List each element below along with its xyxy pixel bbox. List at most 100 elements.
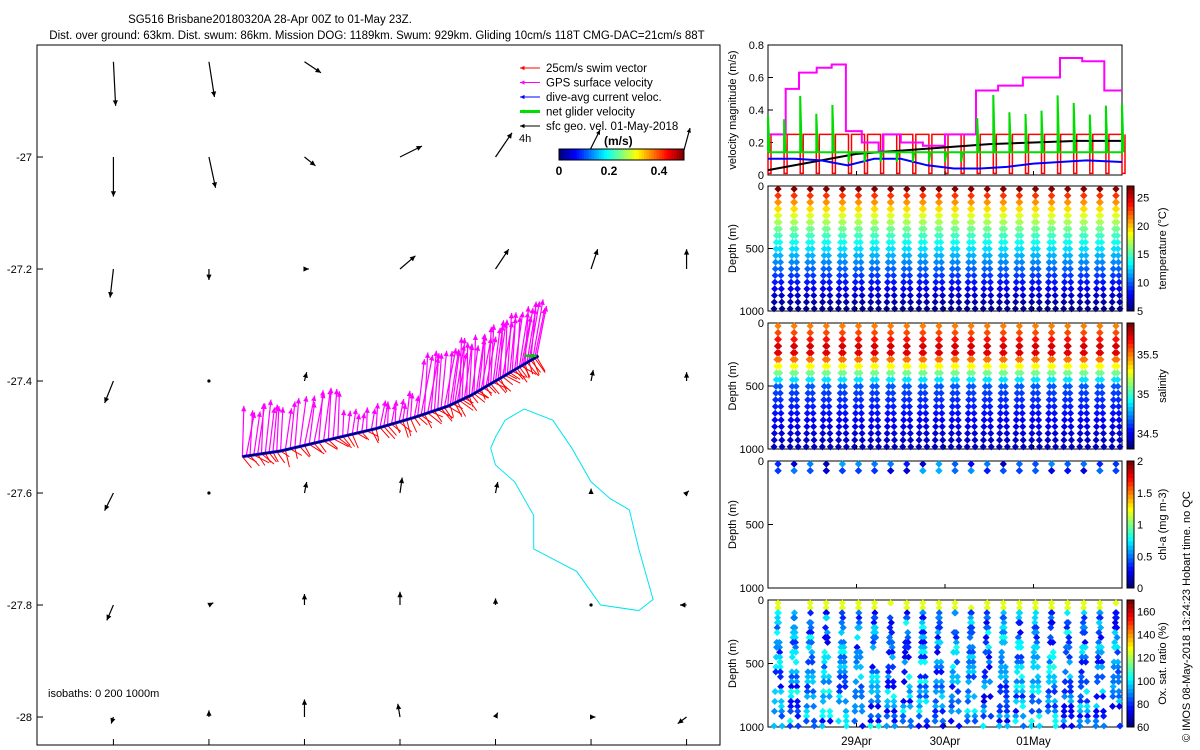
geo-vector-head (409, 255, 416, 262)
profile-point (1013, 389, 1021, 397)
swim-vector (370, 429, 379, 444)
profile-point (787, 688, 795, 696)
profile-point (836, 389, 844, 397)
profile-point (1035, 697, 1043, 705)
profile-point (1112, 322, 1120, 330)
profile-point (887, 205, 895, 213)
profile-point (1035, 291, 1043, 300)
panel-colorbar-swatch (1127, 566, 1134, 572)
profile-point (840, 369, 848, 377)
profile-point (841, 668, 849, 676)
panel-colorbar-swatch (1127, 240, 1134, 245)
profile-point (819, 707, 827, 715)
profile-point (1048, 205, 1056, 213)
profile-point (997, 245, 1005, 253)
profile-point (966, 633, 974, 641)
profile-point (1082, 389, 1090, 397)
profile-point (776, 252, 784, 260)
profile-point (822, 185, 830, 193)
legend-arrow-head (520, 65, 525, 71)
profile-point (808, 658, 816, 666)
profile-point (825, 389, 833, 397)
profile-point (900, 258, 908, 266)
profile-point (965, 396, 973, 404)
profile-point (885, 238, 893, 246)
profile-point (839, 356, 848, 364)
gps-surface-velocity-head (443, 350, 449, 357)
profile-point (964, 423, 972, 431)
profile-point (858, 305, 867, 313)
panel-colorbar-swatch (1127, 516, 1134, 521)
gps-surface-velocity-head (519, 311, 525, 318)
profile-point (1013, 258, 1021, 266)
profile-point (1114, 396, 1122, 404)
gps-surface-velocity (423, 352, 429, 415)
profile-point (1100, 298, 1108, 306)
profile-point (793, 697, 801, 705)
geo-vector-head (396, 703, 402, 710)
profile-point (1050, 396, 1058, 404)
gps-surface-velocity (534, 307, 546, 359)
profile-point (1077, 683, 1085, 691)
profile-point (905, 653, 913, 661)
profile-point (1067, 291, 1075, 300)
profile-point (922, 688, 930, 696)
profile-point (792, 643, 800, 651)
profile-point (771, 265, 779, 273)
swim-vector (473, 393, 486, 403)
profile-point (954, 697, 962, 705)
panel-y-tick-label: 0.4 (749, 105, 764, 117)
profile-point (791, 218, 799, 226)
panel-colorbar-tick: 35 (1137, 389, 1149, 401)
profile-point (839, 218, 848, 226)
panel-colorbar-swatch (1127, 490, 1134, 496)
profile-point (852, 396, 860, 404)
profile-point (851, 429, 859, 437)
profile-point (970, 416, 978, 424)
panel-colorbar-swatch (1127, 714, 1134, 719)
profile-point (1000, 329, 1008, 337)
legend-label: 25cm/s swim vector (546, 63, 647, 75)
profile-point (1060, 429, 1068, 437)
gps-surface-velocity-head (512, 312, 519, 319)
profile-point (855, 205, 863, 213)
geo-vector-head (112, 100, 118, 106)
profile-point (788, 396, 796, 404)
profile-point (1048, 329, 1056, 337)
profile-point (935, 609, 943, 617)
profile-point (777, 409, 785, 417)
profile-point (808, 238, 816, 246)
profile-point (933, 245, 941, 253)
swim-vector (456, 401, 467, 417)
profile-point (1077, 278, 1085, 286)
profile-point (1044, 707, 1052, 715)
panel-colorbar-swatch (1127, 219, 1134, 224)
profile-point (933, 389, 941, 397)
profile-point (901, 376, 909, 384)
profile-point (776, 648, 784, 656)
profile-point (855, 604, 863, 612)
geo-vector-head (206, 710, 212, 716)
profile-point (1096, 198, 1104, 206)
profile-point (1017, 658, 1025, 666)
profile-point (776, 232, 784, 240)
profile-point (979, 443, 987, 451)
profile-point (1092, 291, 1100, 300)
profile-point (1002, 688, 1010, 696)
profile-point (915, 702, 924, 710)
profile-point (1001, 362, 1009, 370)
panel-colorbar-swatch (1127, 244, 1134, 249)
panel-colorbar-swatch (1127, 377, 1134, 383)
profile-point (981, 238, 989, 246)
gps-surface-velocity-head (421, 359, 427, 365)
profile-point (786, 298, 794, 306)
profile-point (855, 467, 863, 475)
profile-point (774, 599, 782, 607)
profile-point (952, 643, 961, 651)
profile-point (955, 291, 963, 300)
profile-point (788, 258, 796, 266)
profile-point (819, 712, 827, 720)
profile-point (949, 389, 957, 397)
profile-point (824, 362, 832, 370)
